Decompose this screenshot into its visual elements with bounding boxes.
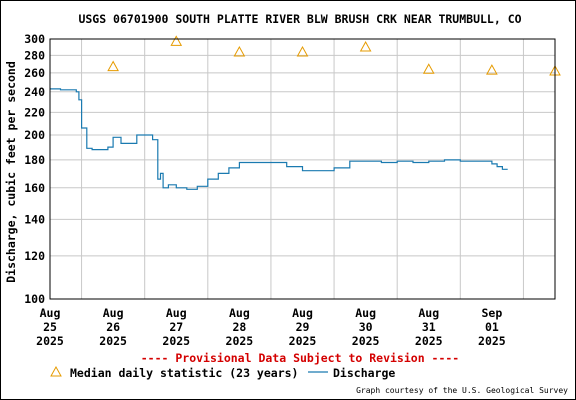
median-marker	[296, 45, 309, 57]
y-tick-label: 140	[24, 212, 45, 226]
x-tick-label: Aug 26 2025	[99, 306, 127, 348]
x-tick-label: Aug 31 2025	[415, 306, 443, 348]
median-marker	[170, 35, 183, 46]
median-marker	[422, 63, 435, 74]
x-tick-label: Aug 30 2025	[352, 306, 380, 348]
x-tick-label: Aug 27 2025	[162, 306, 190, 348]
y-tick-label: 240	[24, 85, 45, 99]
legend-median-label: Median daily statistic (23 years)	[70, 366, 298, 380]
plot-area-border	[49, 38, 556, 300]
median-marker	[486, 64, 498, 75]
y-tick-label: 100	[24, 292, 45, 306]
y-tick-label: 200	[24, 128, 45, 142]
usgs-credit: Graph courtesy of the U.S. Geological Su…	[356, 386, 568, 395]
discharge-line	[50, 88, 508, 190]
chart-title: USGS 06701900 SOUTH PLATTE RIVER BLW BRU…	[78, 12, 521, 26]
series-layer	[50, 35, 561, 190]
median-marker	[107, 60, 119, 72]
y-axis-label: Discharge, cubic feet per second	[4, 61, 18, 283]
x-tick-label: Aug 29 2025	[289, 306, 317, 348]
legend-median-marker	[50, 365, 62, 377]
y-tick-label: 280	[24, 48, 45, 62]
median-marker	[233, 45, 246, 57]
median-marker	[359, 40, 372, 52]
x-tick-label: Aug 25 2025	[36, 306, 64, 348]
y-tick-label: 300	[24, 32, 45, 46]
y-tick-label: 120	[24, 249, 45, 263]
y-tick-label: 180	[24, 153, 45, 167]
x-tick-label: Sep 01 2025	[478, 306, 506, 348]
x-axis-ticks: Aug 25 2025 Aug 26 2025 Aug 27 2025 Aug 28 2025 Aug 2…	[36, 306, 506, 348]
legend-discharge-label: Discharge	[333, 366, 395, 380]
y-tick-label: 160	[24, 181, 45, 195]
provisional-notice: ---- Provisional Data Subject to Revisio…	[141, 351, 460, 365]
y-tick-label: 260	[24, 66, 45, 80]
x-tick-label: Aug 28 2025	[226, 306, 254, 348]
legend: Median daily statistic (23 years) Discha…	[50, 365, 395, 380]
y-axis-ticks: 100 120 140 160 180 200 220 240 260 280 300	[24, 32, 45, 306]
grid	[50, 39, 555, 299]
y-tick-label: 220	[24, 105, 45, 119]
